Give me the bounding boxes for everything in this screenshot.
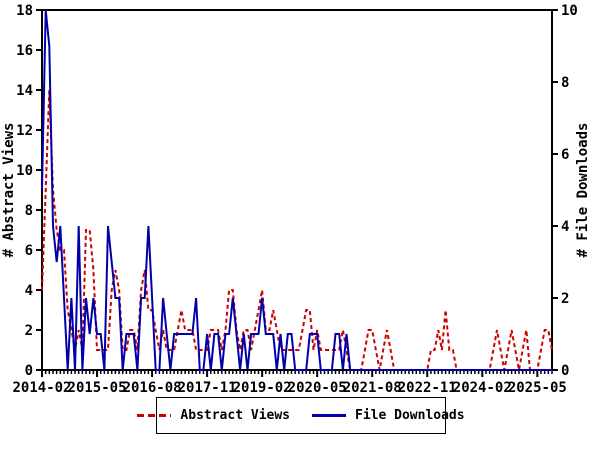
left-tick-label: 8 [25, 203, 33, 219]
right-tick-label: 4 [561, 219, 569, 235]
plot-svg: 0 2 4 6 8 10 12 14 16 18 0 2 4 6 8 10 2014-022015-052016… [1, 3, 591, 396]
left-tick-label: 12 [16, 123, 33, 139]
legend-box: Abstract Views File Downloads [137, 397, 465, 434]
file-downloads-polyline [41, 9, 552, 371]
abstract-views-line [41, 89, 553, 371]
legend-item-file-downloads: File Downloads [312, 408, 465, 423]
x-tick-label: 2025-05 [508, 380, 567, 396]
solid-line-swatch [312, 414, 346, 417]
left-tick-label: 18 [16, 3, 33, 19]
right-tick-label: 6 [561, 147, 569, 163]
left-tick-label: 4 [25, 283, 33, 299]
x-tick-label: 2024-02 [453, 380, 512, 396]
right-tick-label: 10 [561, 3, 578, 19]
left-tick-label: 16 [16, 43, 33, 59]
left-tick-label: 2 [25, 323, 33, 339]
plot-border [41, 9, 553, 371]
x-tick-label: 2017-11 [178, 380, 237, 396]
right-tick-label: 2 [561, 291, 569, 307]
x-tick-label: 2014-02 [12, 380, 71, 396]
legend-label-abstract-views: Abstract Views [180, 408, 290, 423]
x-tick-label: 2016-08 [123, 380, 182, 396]
x-tick-label: 2015-05 [68, 380, 127, 396]
x-tick-label: 2022-11 [398, 380, 457, 396]
x-tick-label: 2021-08 [343, 380, 402, 396]
left-tick-label: 14 [16, 83, 33, 99]
file-downloads-line [41, 9, 552, 371]
right-tick-label: 8 [561, 75, 569, 91]
left-tick-label: 6 [25, 243, 33, 259]
left-tick-label: 10 [16, 163, 33, 179]
right-axis-title: # File Downloads [575, 123, 591, 258]
left-axis-title: # Abstract Views [1, 123, 17, 258]
dashed-line-swatch [137, 414, 172, 417]
legend-item-abstract-views: Abstract Views [137, 408, 290, 423]
abstract-views-polyline [41, 89, 553, 371]
x-tick-label: 2019-02 [233, 380, 292, 396]
x-tick-label: 2020-05 [288, 380, 347, 396]
legend-label-file-downloads: File Downloads [355, 408, 465, 423]
right-tick-label: 0 [561, 363, 569, 379]
left-tick-label: 0 [25, 363, 33, 379]
